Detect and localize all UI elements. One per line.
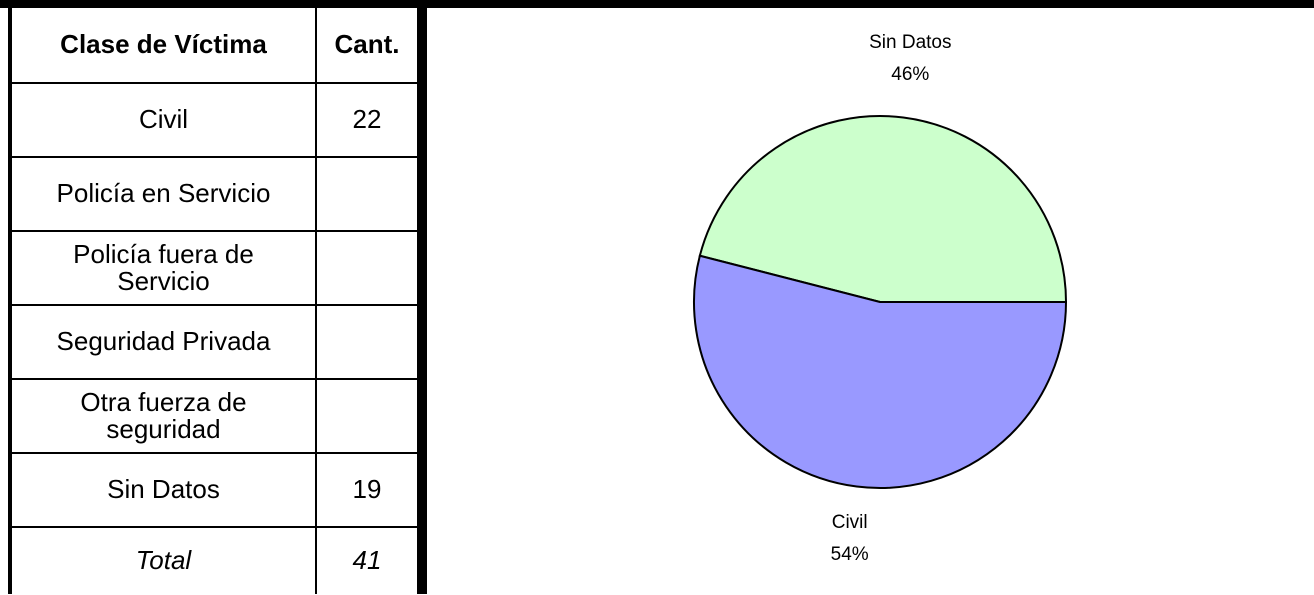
header-cell: Cant. [315, 8, 423, 84]
pie-slice [698, 115, 1068, 303]
slice-percent: 46% [891, 64, 929, 85]
count-cell: 19 [315, 452, 423, 528]
count-cell [315, 156, 423, 232]
header-row: Clase de Víctima Cant. [9, 8, 423, 84]
slice-label: Sin Datos [869, 32, 951, 53]
top-border [0, 0, 1314, 8]
label-cell: Civil [9, 82, 317, 158]
header-cell: Clase de Víctima [9, 8, 317, 84]
label-cell: Policía en Servicio [9, 156, 317, 232]
table-row: Seguridad Privada [9, 304, 423, 380]
count-cell [315, 304, 423, 380]
total-row: Total 41 [9, 526, 423, 594]
table-row: Sin Datos 19 [9, 452, 423, 528]
slice-label: Civil [832, 512, 868, 533]
total-label: Total [9, 526, 317, 594]
table-row: Policía en Servicio [9, 156, 423, 232]
victim-table: Clase de Víctima Cant. Civil 22 Policía en S… [8, 8, 427, 594]
label-cell: Policía fuera de Servicio [9, 230, 317, 306]
label-cell: Otra fuerza de seguridad [9, 378, 317, 454]
label-cell: Seguridad Privada [9, 304, 317, 380]
table-row: Policía fuera de Servicio [9, 230, 423, 306]
table-row: Otra fuerza de seguridad [9, 378, 423, 454]
pie-chart: Sin Datos 46% Civil 54% [693, 32, 1068, 565]
table-row: Civil 22 [9, 82, 423, 158]
label-cell: Sin Datos [9, 452, 317, 528]
count-cell [315, 378, 423, 454]
slice-percent: 54% [831, 544, 869, 565]
count-cell: 22 [315, 82, 423, 158]
count-cell [315, 230, 423, 306]
pie-slice [693, 254, 1068, 489]
total-count: 41 [315, 526, 423, 594]
